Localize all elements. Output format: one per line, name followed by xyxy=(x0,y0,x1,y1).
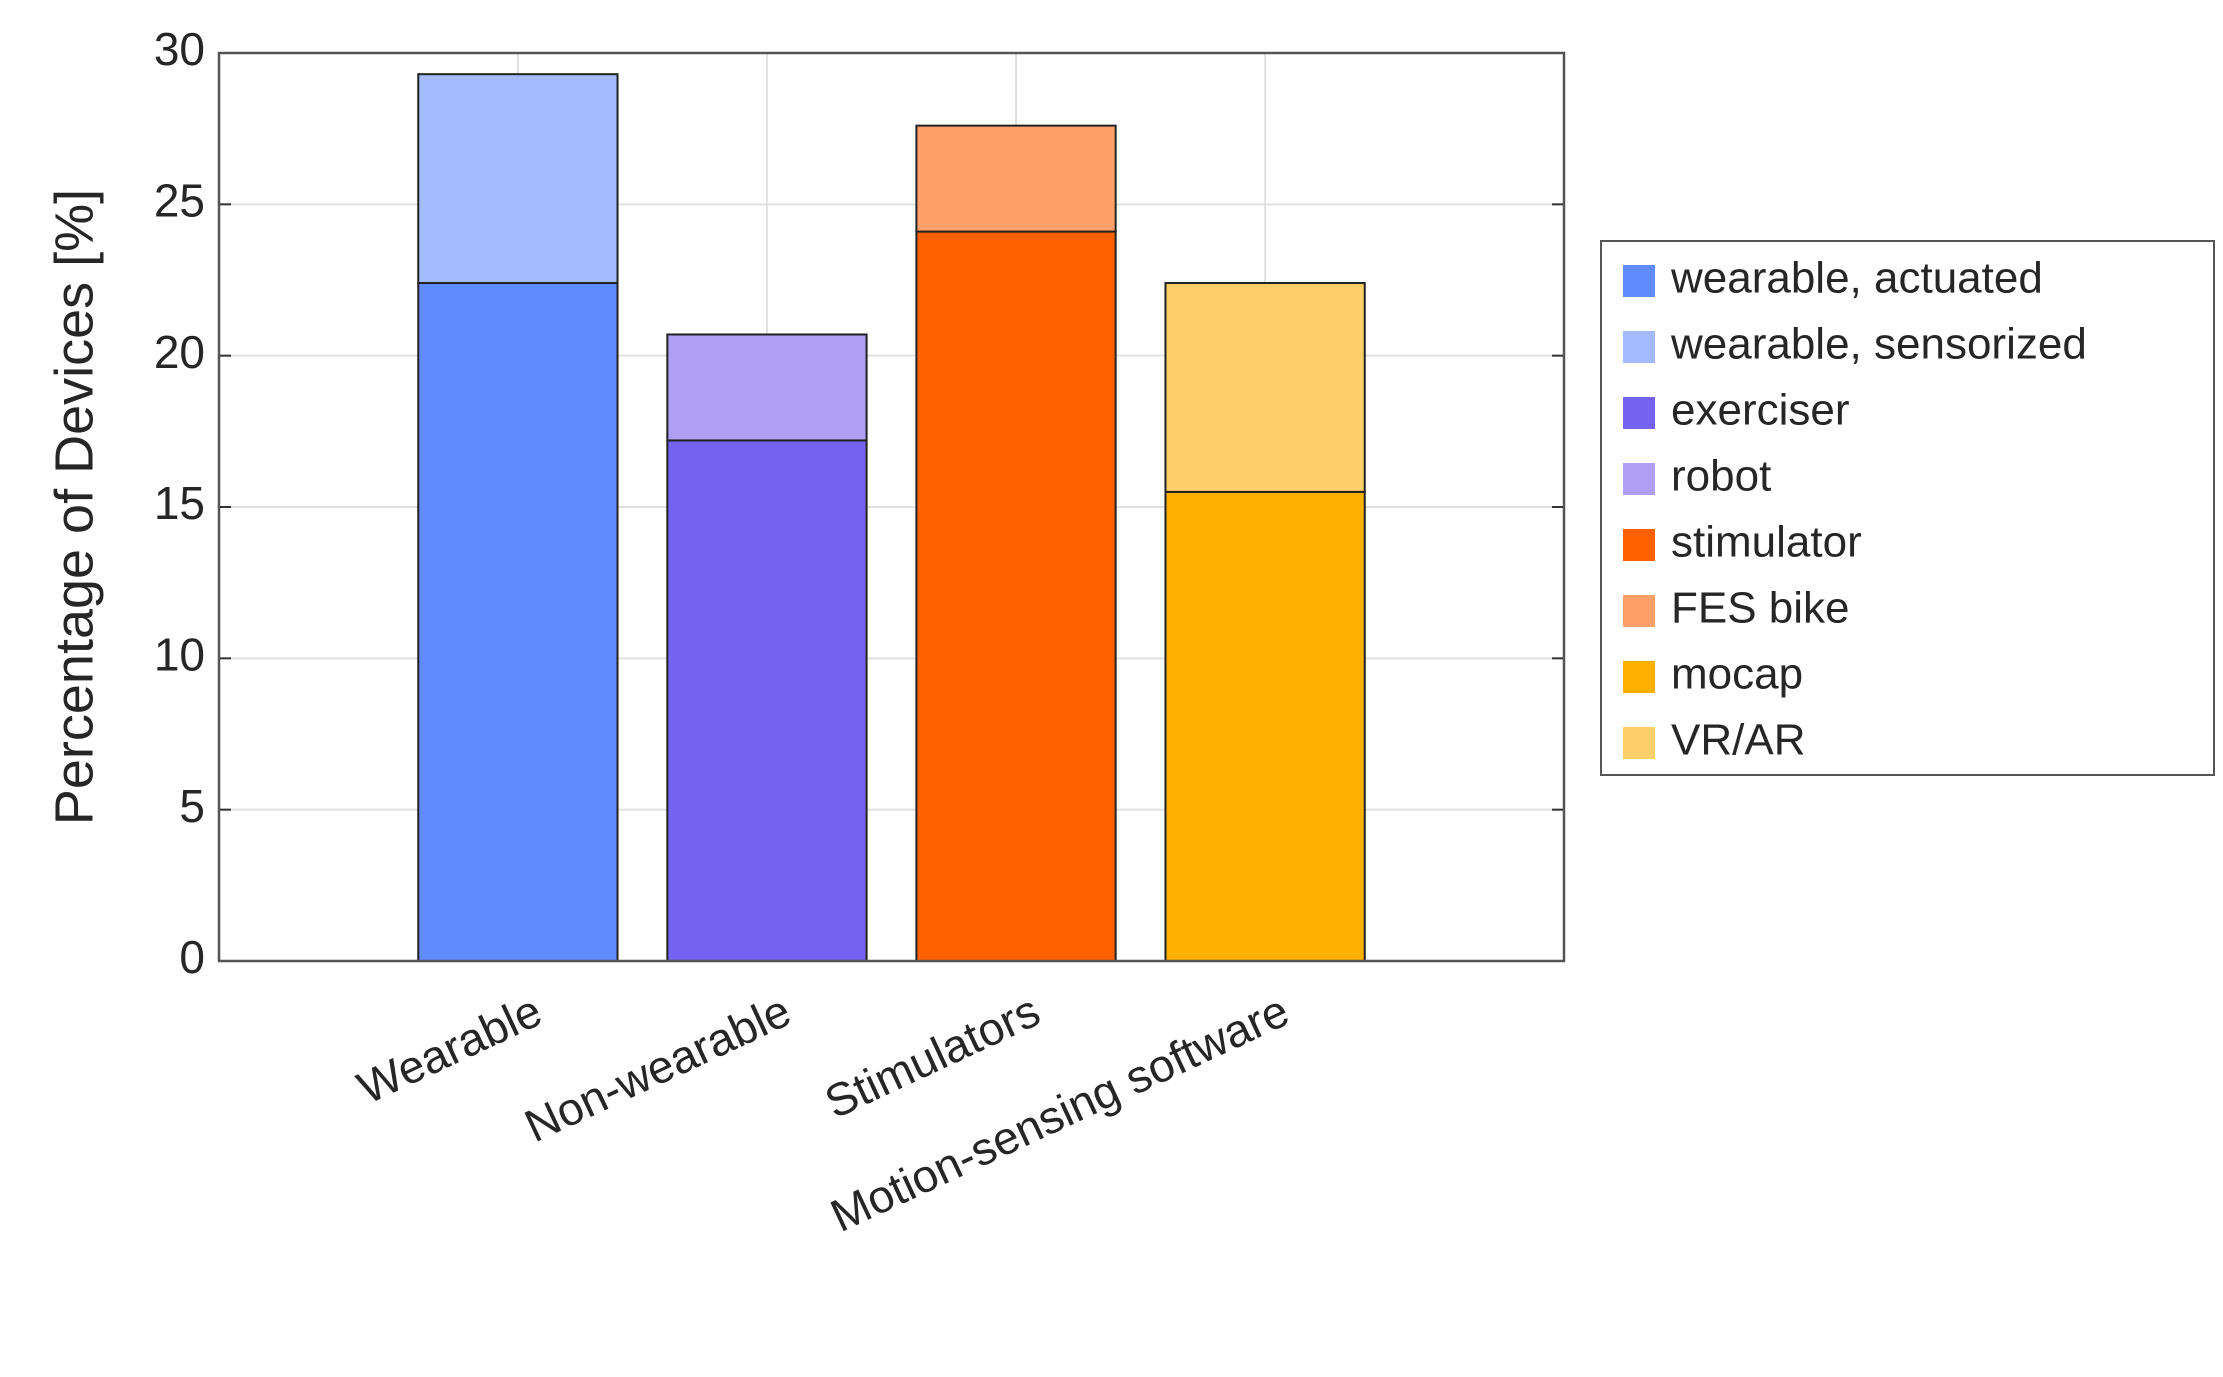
plot-frame xyxy=(217,51,1566,963)
legend-label: exerciser xyxy=(1671,386,1850,435)
legend-label: stimulator xyxy=(1671,518,1862,567)
bar-segment xyxy=(915,230,1117,963)
legend-swatch xyxy=(1623,331,1655,363)
x-tick-label: Non-wearable xyxy=(517,984,799,1152)
legend-label: robot xyxy=(1671,452,1771,501)
x-tick-label: Wearable xyxy=(350,984,550,1114)
y-tick-label: 0 xyxy=(179,931,205,983)
legend-swatch xyxy=(1623,265,1655,297)
legend-swatch xyxy=(1623,397,1655,429)
y-tick-label: 30 xyxy=(154,23,205,75)
legend-swatch xyxy=(1623,463,1655,495)
bar-segment xyxy=(1164,490,1366,962)
y-axis-label: Percentage of Devices [%] xyxy=(44,189,104,825)
legend-swatch xyxy=(1623,661,1655,693)
bar-segment xyxy=(417,282,619,962)
legend-label: FES bike xyxy=(1671,584,1850,633)
legend-swatch xyxy=(1623,595,1655,627)
bar-segment xyxy=(915,124,1117,233)
bar-segment xyxy=(666,439,868,962)
legend-label: wearable, sensorized xyxy=(1670,320,2087,369)
legend-swatch xyxy=(1623,727,1655,759)
legend-swatch xyxy=(1623,529,1655,561)
y-tick-label: 25 xyxy=(154,174,205,226)
legend-label: wearable, actuated xyxy=(1670,254,2043,303)
y-tick-label: 5 xyxy=(179,780,205,832)
y-tick-label: 10 xyxy=(154,628,205,680)
x-tick-label: Motion-sensing software xyxy=(823,984,1297,1242)
legend-label: VR/AR xyxy=(1671,716,1805,765)
legend-box xyxy=(1600,240,2215,776)
bar-segment xyxy=(417,73,619,285)
y-tick-label: 15 xyxy=(154,477,205,529)
bar-segment xyxy=(666,333,868,442)
legend-label: mocap xyxy=(1671,650,1803,699)
bar-segment xyxy=(1164,282,1366,493)
y-tick-label: 20 xyxy=(154,326,205,378)
